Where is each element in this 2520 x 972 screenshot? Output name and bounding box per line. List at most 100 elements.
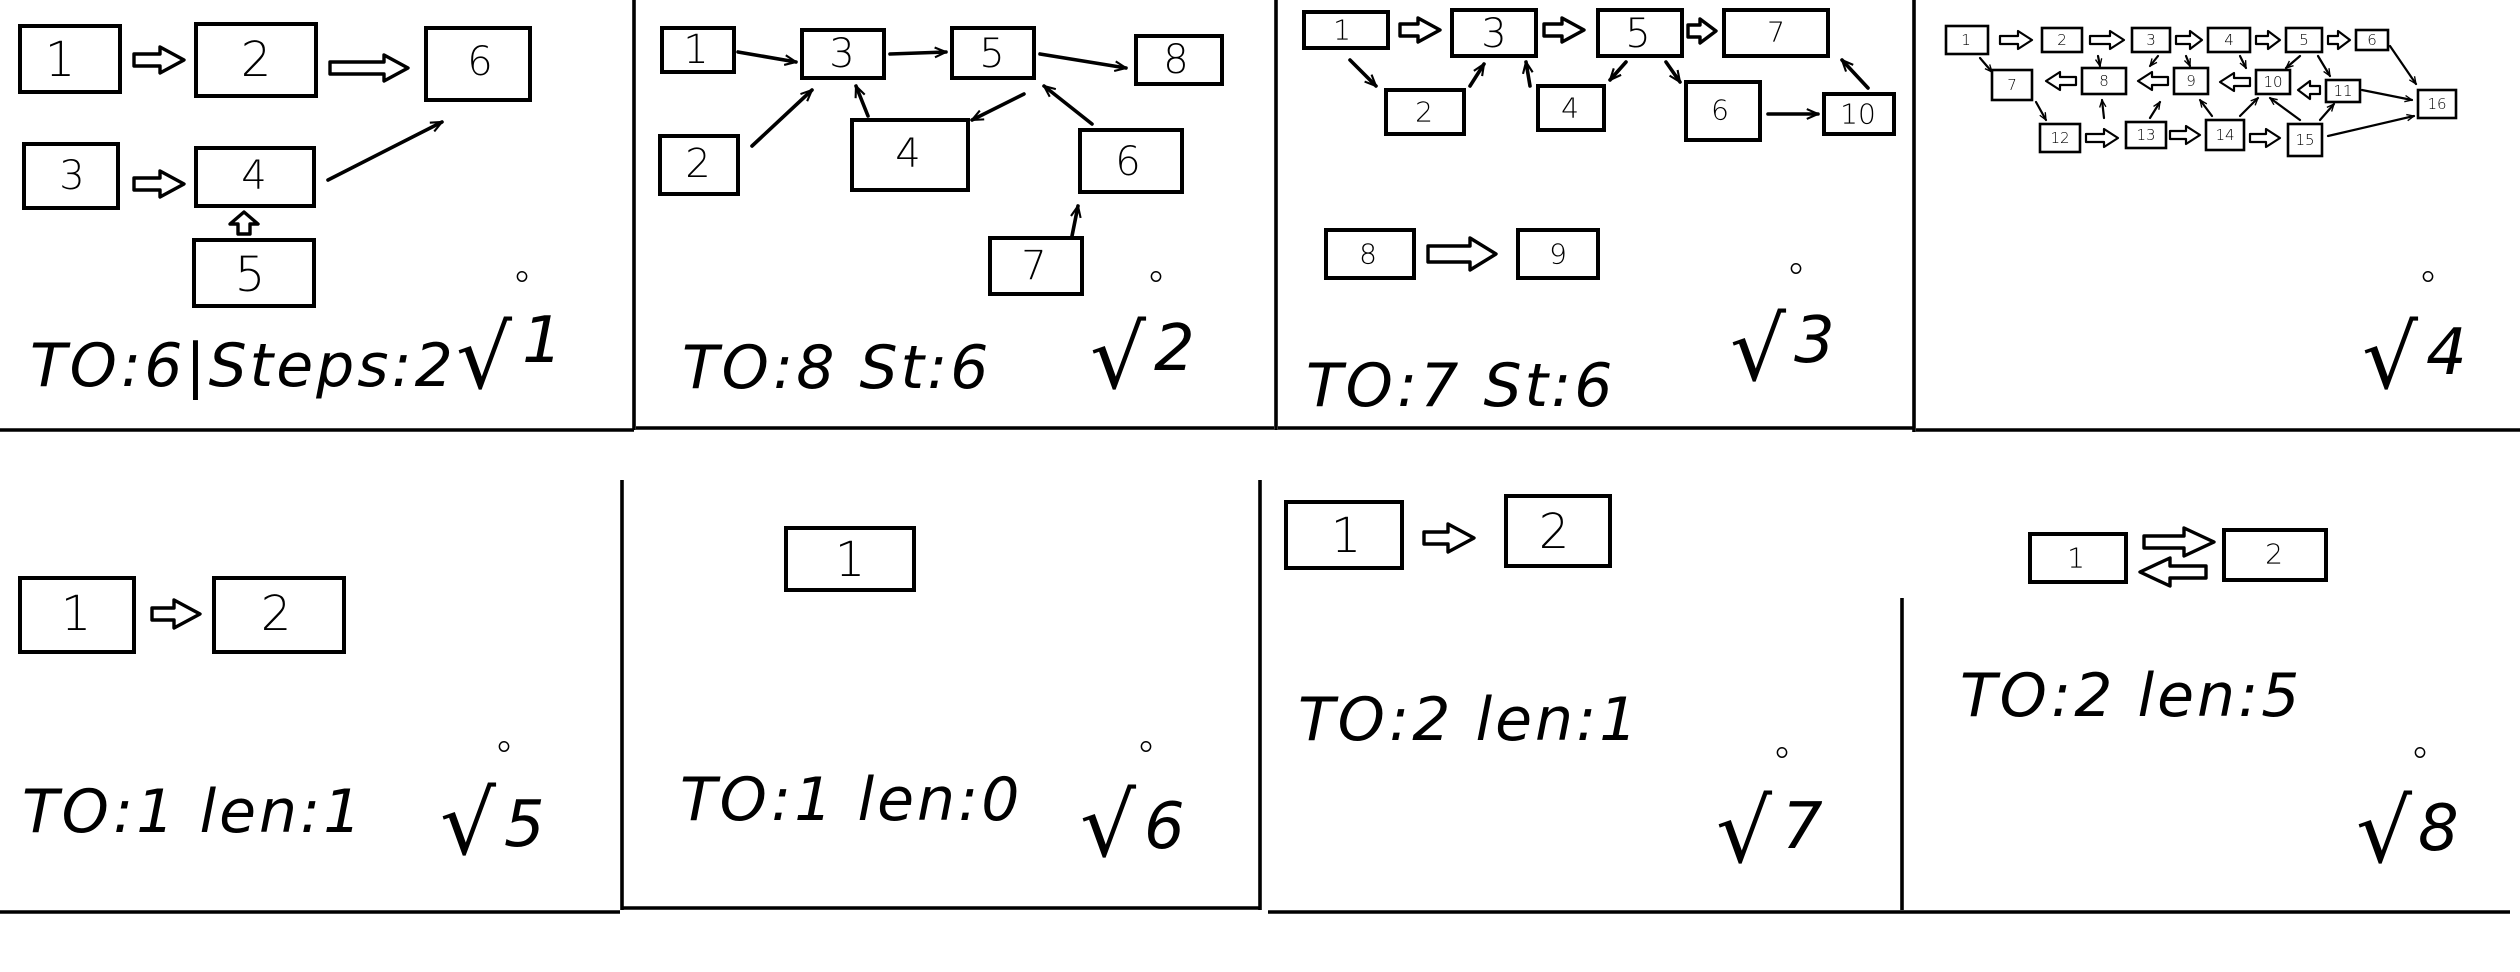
block-arrow <box>1998 29 2034 51</box>
node-box <box>1822 92 1896 136</box>
node-box <box>2254 68 2292 96</box>
number-sign: √ <box>1090 306 1147 409</box>
arrow <box>750 88 812 148</box>
panel-number: √ ° 5 <box>440 734 545 875</box>
arrow <box>1072 206 1078 238</box>
node-label: 3 <box>829 31 854 77</box>
arrow <box>1608 60 1628 80</box>
node-label: 8 <box>2099 72 2109 90</box>
node-box <box>2284 26 2324 54</box>
node-box <box>1078 128 1184 194</box>
number-sign: √ <box>2356 780 2413 883</box>
node-box <box>22 142 120 210</box>
arrow <box>2198 100 2214 118</box>
block-arrow <box>2254 29 2282 51</box>
block-arrow <box>228 210 260 236</box>
node-label: 4 <box>895 131 920 177</box>
panel-caption: TO:6|Steps:2 <box>30 331 456 401</box>
number-sign: √ <box>2362 306 2419 409</box>
degree-mark: ° <box>512 264 532 310</box>
arrow <box>1526 62 1530 88</box>
block-arrow <box>1686 17 1718 45</box>
node-label: 9 <box>2186 72 2196 90</box>
node-label: 8 <box>1359 238 1377 271</box>
panel-number-value: 4 <box>2426 316 2467 390</box>
node-box <box>2080 66 2128 96</box>
panel-number-value: 7 <box>1782 790 1823 864</box>
node-box <box>1302 10 1390 50</box>
node-label: 16 <box>2427 95 2446 113</box>
node-label: 13 <box>2136 126 2155 144</box>
node-box <box>18 576 136 654</box>
node-label: 6 <box>2367 31 2377 49</box>
panel-2: 1 3 5 8 2 4 6 7 TO:8 St:6 √ ° 2 <box>658 26 1224 409</box>
node-label: 2 <box>261 586 292 642</box>
panel-caption: TO:2 len:5 <box>1960 661 2302 731</box>
node-box <box>660 26 736 74</box>
panel-borders <box>0 0 2520 914</box>
node-box <box>784 526 916 592</box>
panel-number: √ ° 3 <box>1730 256 1835 401</box>
node-label: 2 <box>2265 538 2283 571</box>
node-label: 2 <box>685 141 710 187</box>
arrow <box>1038 52 1126 68</box>
node-box <box>1284 500 1404 570</box>
block-arrow <box>2142 526 2216 558</box>
block-arrow <box>1542 16 1586 44</box>
number-sign: √ <box>1080 774 1137 877</box>
node-label: 11 <box>2333 82 2352 100</box>
arrow <box>972 92 1026 122</box>
node-label: 7 <box>1021 243 1046 289</box>
node-box <box>2416 88 2458 120</box>
node-label: 6 <box>1711 94 1729 127</box>
block-arrow <box>2296 79 2322 101</box>
arrow <box>1664 60 1682 82</box>
node-box <box>1134 34 1224 86</box>
node-label: 5 <box>235 247 266 303</box>
arrow <box>2286 54 2302 70</box>
arrow <box>1044 84 1094 126</box>
node-box <box>1990 68 2034 102</box>
degree-mark: ° <box>2410 740 2430 786</box>
node-label: 5 <box>979 31 1004 77</box>
block-arrow <box>2136 70 2170 92</box>
panel-number-value: 1 <box>522 304 563 378</box>
arrow <box>736 50 796 62</box>
node-box <box>18 24 122 94</box>
panel-caption: TO:7 St:6 <box>1306 351 1615 421</box>
node-label: 4 <box>1561 92 1579 125</box>
node-label: 1 <box>45 32 76 88</box>
node-box <box>2354 28 2390 52</box>
node-label: 12 <box>2050 129 2069 147</box>
number-sign: √ <box>1730 298 1787 401</box>
block-arrow <box>1426 236 1498 272</box>
node-label: 9 <box>1549 238 1567 271</box>
panel-8: 1 2 TO:2 len:5 √ ° 8 <box>1960 526 2459 883</box>
block-arrow <box>1398 16 1442 44</box>
degree-mark: ° <box>1772 740 1792 786</box>
panel-1: 1 2 6 3 4 5 TO:6|Steps:2 √ ° 1 <box>18 22 563 409</box>
block-arrow <box>2174 29 2204 51</box>
node-box <box>658 134 740 196</box>
panel-4: 1 2 3 4 5 6 7 8 9 10 11 12 13 14 15 16 <box>1944 24 2467 409</box>
node-box <box>950 26 1036 80</box>
node-label: 7 <box>1767 16 1785 49</box>
arrow <box>2326 116 2414 138</box>
arrow <box>2148 54 2160 66</box>
node-label: 10 <box>2263 73 2282 91</box>
node-box <box>2222 528 2328 582</box>
degree-mark: ° <box>2418 264 2438 310</box>
arrow <box>1978 56 1994 72</box>
number-sign: √ <box>440 772 497 875</box>
panel-number: √ ° 2 <box>1090 264 1195 409</box>
node-label: 3 <box>1481 11 1506 57</box>
panel-number: √ ° 7 <box>1716 740 1823 883</box>
node-label: 2 <box>2057 31 2067 49</box>
node-label: 2 <box>1415 96 1433 129</box>
arrow <box>2318 104 2334 122</box>
node-label: 3 <box>2146 31 2156 49</box>
panel-caption: TO:8 St:6 <box>682 333 991 403</box>
node-box <box>2130 26 2172 54</box>
panel-number-value: 8 <box>2418 792 2459 866</box>
